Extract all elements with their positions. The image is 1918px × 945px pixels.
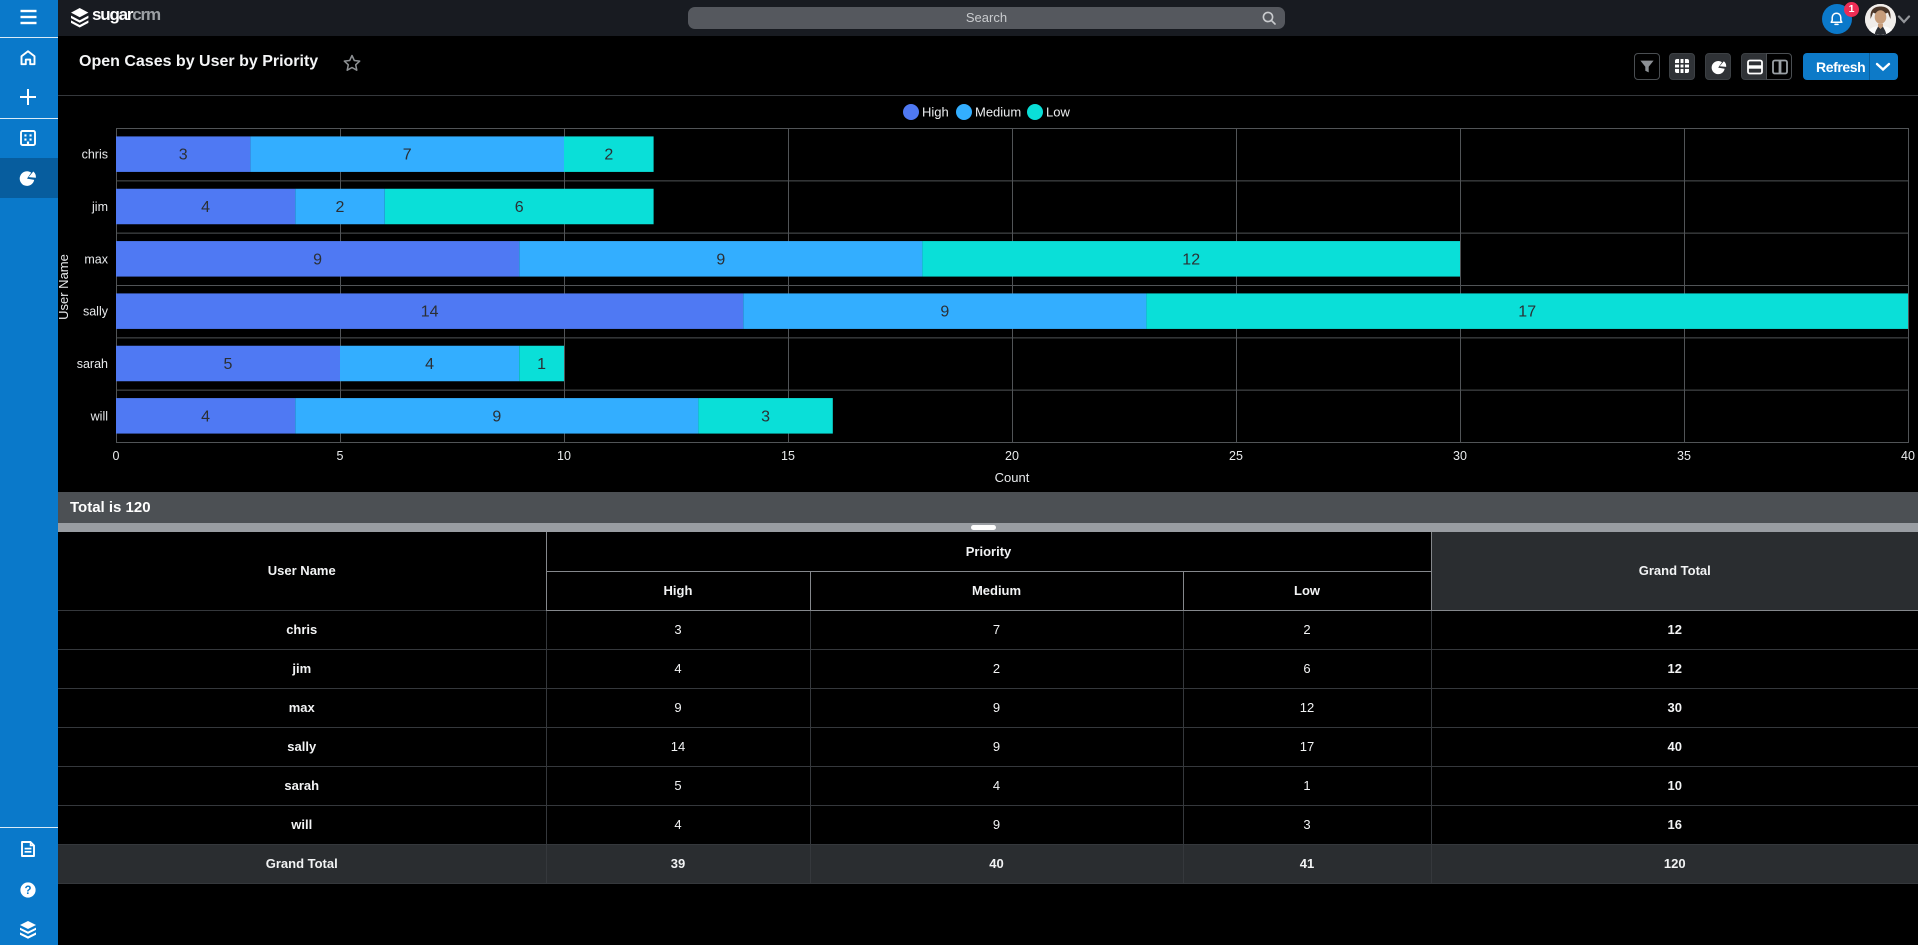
svg-text:High: High bbox=[922, 105, 949, 120]
svg-text:?: ? bbox=[24, 885, 31, 897]
svg-text:2: 2 bbox=[604, 147, 613, 164]
svg-text:17: 17 bbox=[1518, 304, 1536, 321]
svg-text:6: 6 bbox=[515, 199, 524, 216]
svg-text:sarah: sarah bbox=[77, 357, 108, 371]
svg-text:20: 20 bbox=[1005, 449, 1019, 463]
svg-text:9: 9 bbox=[492, 408, 501, 425]
svg-text:9: 9 bbox=[313, 251, 322, 268]
svg-text:Low: Low bbox=[1046, 105, 1070, 120]
svg-text:3: 3 bbox=[179, 147, 188, 164]
svg-text:4: 4 bbox=[425, 356, 434, 373]
svg-text:4: 4 bbox=[201, 408, 210, 425]
svg-text:Count: Count bbox=[995, 470, 1030, 485]
svg-text:9: 9 bbox=[716, 251, 725, 268]
svg-text:1: 1 bbox=[537, 356, 546, 373]
svg-text:10: 10 bbox=[557, 449, 571, 463]
svg-text:35: 35 bbox=[1677, 449, 1691, 463]
svg-text:Medium: Medium bbox=[975, 105, 1021, 120]
svg-text:User Name: User Name bbox=[58, 254, 71, 320]
svg-text:sally: sally bbox=[83, 305, 109, 319]
svg-text:3: 3 bbox=[761, 408, 770, 425]
svg-text:chris: chris bbox=[82, 148, 108, 162]
svg-text:9: 9 bbox=[940, 304, 949, 321]
svg-text:5: 5 bbox=[337, 449, 344, 463]
svg-text:30: 30 bbox=[1453, 449, 1467, 463]
svg-text:25: 25 bbox=[1229, 449, 1243, 463]
svg-text:15: 15 bbox=[781, 449, 795, 463]
svg-text:0: 0 bbox=[113, 449, 120, 463]
svg-text:14: 14 bbox=[421, 304, 439, 321]
svg-text:max: max bbox=[84, 252, 108, 266]
svg-text:5: 5 bbox=[224, 356, 233, 373]
svg-text:4: 4 bbox=[201, 199, 210, 216]
svg-text:will: will bbox=[90, 409, 108, 423]
svg-text:7: 7 bbox=[403, 147, 412, 164]
svg-text:2: 2 bbox=[336, 199, 345, 216]
svg-text:40: 40 bbox=[1901, 449, 1915, 463]
svg-text:12: 12 bbox=[1182, 251, 1200, 268]
svg-text:jim: jim bbox=[91, 200, 108, 214]
